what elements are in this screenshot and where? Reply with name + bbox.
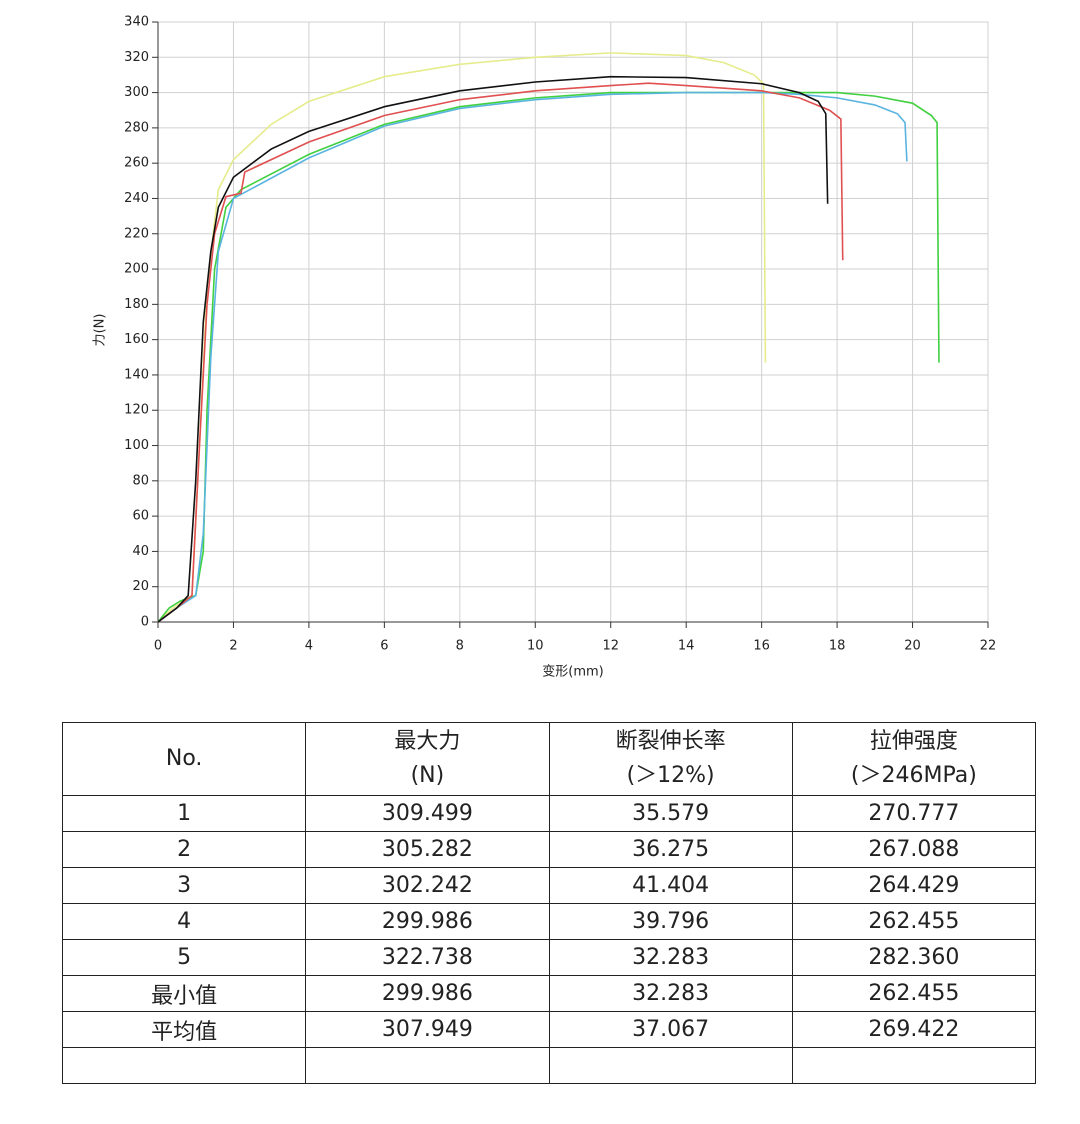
results-table: No. 最大力 (N) 断裂伸长率 (＞12%) 拉伸强度 (＞246MPa) 1 309.49… — [61, 722, 1037, 1084]
table-cell: 264.429 — [791, 867, 1037, 904]
x-axis-label: 变形(mm) — [542, 664, 603, 680]
y-axis-label: 力(N) — [93, 314, 108, 347]
x-tick-label: 22 — [980, 639, 997, 654]
table-row: 3 302.242 41.404 264.429 — [61, 867, 1037, 904]
y-tick-label: 180 — [124, 297, 149, 312]
table-cell: 5 — [61, 939, 307, 976]
x-tick-label: 6 — [380, 639, 388, 654]
curve — [157, 75, 829, 623]
table-cell: 299.986 — [305, 975, 550, 1012]
table-cell: 32.283 — [548, 975, 793, 1012]
x-tick-label: 4 — [305, 639, 313, 654]
table-cell: 4 — [61, 903, 307, 940]
table-cell: 39.796 — [548, 903, 793, 940]
curve — [157, 91, 908, 623]
y-tick-label: 220 — [124, 226, 149, 241]
table-cell: 262.455 — [791, 903, 1037, 940]
table-cell: 3 — [61, 867, 307, 904]
table-cell: 305.282 — [305, 831, 550, 868]
x-tick-label: 12 — [602, 639, 619, 654]
y-tick-label: 280 — [124, 120, 149, 135]
table-cell: 299.986 — [305, 903, 550, 940]
y-tick-label: 80 — [132, 473, 149, 488]
table-cell: 269.422 — [791, 1011, 1037, 1048]
table-row: 最小值 299.986 32.283 262.455 — [61, 975, 1037, 1012]
x-tick-label: 16 — [753, 639, 770, 654]
header-text: (＞246MPa) — [850, 763, 977, 788]
table-row: 2 305.282 36.275 267.088 — [61, 831, 1037, 868]
table-cell: 35.579 — [548, 795, 793, 832]
table-cell: 302.242 — [305, 867, 550, 904]
table-row: 1 309.499 35.579 270.777 — [61, 795, 1037, 832]
header-text: (N) — [410, 763, 445, 788]
x-tick-label: 0 — [154, 639, 162, 654]
table-cell: 37.067 — [548, 1011, 793, 1048]
table-row: 4 299.986 39.796 262.455 — [61, 903, 1037, 940]
header-cell: No. — [61, 722, 307, 796]
y-tick-label: 300 — [124, 85, 149, 100]
y-tick-label: 0 — [141, 615, 149, 630]
empty-row — [61, 1047, 1037, 1084]
empty-cell — [791, 1047, 1037, 1084]
empty-cell — [61, 1047, 307, 1084]
x-tick-label: 20 — [904, 639, 921, 654]
header-cell: 拉伸强度 (＞246MPa) — [791, 722, 1037, 796]
empty-cell — [305, 1047, 550, 1084]
table-cell: 32.283 — [548, 939, 793, 976]
header-text: No. — [165, 746, 203, 771]
header-text: 断裂伸长率 — [615, 729, 726, 754]
x-tick-label: 10 — [527, 639, 544, 654]
table-cell: 309.499 — [305, 795, 550, 832]
y-tick-label: 100 — [124, 438, 149, 453]
table-cell: 262.455 — [791, 975, 1037, 1012]
x-tick-label: 8 — [456, 639, 464, 654]
x-tick-label: 14 — [678, 639, 695, 654]
y-tick-label: 160 — [124, 332, 149, 347]
plot-frame — [157, 21, 989, 623]
table-cell: 1 — [61, 795, 307, 832]
table-cell: 36.275 — [548, 831, 793, 868]
y-tick-label: 320 — [124, 50, 149, 65]
table-cell: 平均值 — [61, 1011, 307, 1048]
header-row: No. 最大力 (N) 断裂伸长率 (＞12%) 拉伸强度 (＞246MPa) — [61, 722, 1037, 796]
table-cell: 2 — [61, 831, 307, 868]
table-cell: 307.949 — [305, 1011, 550, 1048]
chart: 变形(mm) 力(N) 0204060801001201401601802002… — [93, 15, 997, 680]
header-cell: 断裂伸长率 (＞12%) — [548, 722, 793, 796]
empty-cell — [548, 1047, 793, 1084]
table-cell: 270.777 — [791, 795, 1037, 832]
y-tick-label: 40 — [132, 544, 149, 559]
y-tick-label: 20 — [132, 579, 149, 594]
table-cell: 41.404 — [548, 867, 793, 904]
header-text: 拉伸强度 — [869, 729, 958, 754]
header-text: (＞12%) — [626, 763, 715, 788]
y-tick-label: 200 — [124, 262, 149, 277]
y-tick-label: 240 — [124, 191, 149, 206]
y-tick-label: 140 — [124, 367, 149, 382]
x-tick-label: 18 — [829, 639, 846, 654]
header-cell: 最大力 (N) — [305, 722, 550, 796]
curve — [157, 82, 844, 623]
table-cell: 322.738 — [305, 939, 550, 976]
y-tick-label: 340 — [124, 15, 149, 30]
x-tick-label: 2 — [229, 639, 237, 654]
table-cell: 282.360 — [791, 939, 1037, 976]
y-tick-label: 60 — [132, 509, 149, 524]
table-row: 5 322.738 32.283 282.360 — [61, 939, 1037, 976]
table-cell: 最小值 — [61, 975, 307, 1012]
header-text: 最大力 — [394, 729, 461, 754]
table-cell: 267.088 — [791, 831, 1037, 868]
y-tick-label: 260 — [124, 156, 149, 171]
y-tick-label: 120 — [124, 403, 149, 418]
table-row: 平均值 307.949 37.067 269.422 — [61, 1011, 1037, 1048]
curve — [157, 91, 940, 623]
